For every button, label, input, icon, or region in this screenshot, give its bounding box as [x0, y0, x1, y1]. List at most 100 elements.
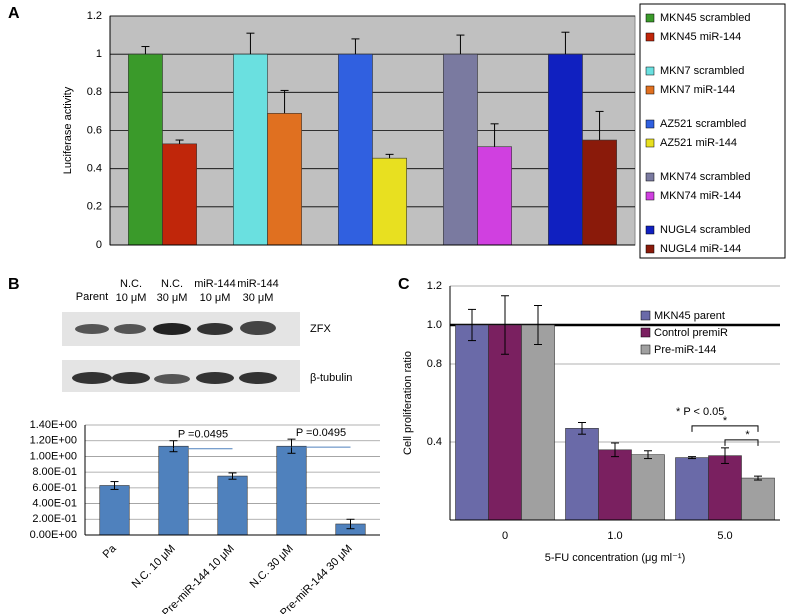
bar	[565, 428, 599, 521]
bar	[338, 53, 373, 246]
panel-label: C	[398, 276, 410, 293]
bar	[582, 139, 617, 246]
legend-label: MKN74 scrambled	[660, 171, 750, 183]
y-tick-label: 2.00E-01	[32, 513, 77, 525]
y-tick-label: 1.00E+00	[30, 450, 77, 462]
legend-swatch	[640, 310, 651, 321]
y-tick-label: 1.40E+00	[30, 419, 77, 431]
x-tick-label: 5.0	[717, 530, 732, 542]
legend-label: MKN7 scrambled	[660, 65, 744, 77]
y-tick-label: 0.2	[87, 201, 102, 213]
legend-label: MKN74 miR-144	[660, 190, 741, 202]
y-tick-label: 0	[96, 239, 102, 251]
legend-swatch	[645, 138, 655, 148]
legend-label: MKN45 miR-144	[660, 31, 741, 43]
y-tick-label: 1.20E+00	[30, 435, 77, 447]
legend-label: Pre-miR-144	[654, 344, 716, 356]
lane-label: N.C.	[120, 278, 142, 290]
x-tick-label: N.C. 10 μM	[130, 543, 178, 591]
y-tick-label: 0.8	[87, 86, 102, 98]
lane-label: 10 μM	[200, 292, 231, 304]
bar	[99, 485, 130, 536]
y-tick-label: 1.0	[427, 319, 442, 331]
bar	[217, 475, 248, 536]
bar	[276, 445, 307, 536]
legend-swatch	[645, 244, 655, 254]
lane-label: 30 μM	[243, 292, 274, 304]
x-axis-title: 5-FU concentration (μg ml⁻¹)	[545, 552, 686, 564]
x-tick-label: Pa	[101, 542, 120, 561]
significance-label: *	[745, 429, 750, 441]
legend-label: MKN45 parent	[654, 310, 725, 322]
bar	[267, 113, 302, 246]
legend-swatch	[645, 172, 655, 182]
panel-label: B	[8, 276, 20, 293]
legend-label: AZ521 scrambled	[660, 118, 746, 130]
bar	[158, 445, 189, 536]
lane-label: Parent	[76, 291, 108, 303]
y-tick-label: 0.00E+00	[30, 529, 77, 541]
bar	[128, 53, 163, 246]
bar	[477, 146, 512, 246]
legend-swatch	[645, 225, 655, 235]
significance-bracket	[724, 439, 759, 446]
y-tick-label: 1	[96, 48, 102, 60]
legend-swatch	[640, 344, 651, 355]
x-tick-label: N.C. 30 μM	[248, 543, 296, 591]
legend-label: Control premiR	[654, 327, 728, 339]
legend-label: MKN45 scrambled	[660, 12, 750, 24]
bar	[741, 477, 775, 521]
bar	[675, 457, 709, 521]
blot-row-label: ZFX	[310, 323, 331, 335]
y-tick-label: 1.2	[427, 280, 442, 292]
legend-label: AZ521 miR-144	[660, 137, 737, 149]
bar	[455, 324, 489, 521]
y-tick-label: 8.00E-01	[32, 466, 77, 478]
bar	[631, 454, 665, 521]
annotation: P =0.0495	[296, 427, 346, 439]
y-tick-label: 0.4	[87, 163, 102, 175]
significance-label: *	[723, 415, 728, 427]
legend-swatch	[645, 85, 655, 95]
y-tick-label: 6.00E-01	[32, 482, 77, 494]
legend-swatch	[645, 66, 655, 76]
legend-label: MKN7 miR-144	[660, 84, 735, 96]
y-tick-label: 0.4	[427, 436, 442, 448]
blot-bands	[72, 321, 277, 384]
bar	[443, 53, 478, 246]
legend-box	[639, 3, 786, 259]
legend-label: NUGL4 miR-144	[660, 243, 741, 255]
y-tick-label: 1.2	[87, 10, 102, 22]
x-tick-label: 1.0	[607, 530, 622, 542]
legend-swatch	[645, 191, 655, 201]
y-axis-title: Luciferase activity	[62, 86, 74, 174]
blot-row-label: β-tubulin	[310, 372, 352, 384]
significance-bracket	[691, 425, 759, 432]
lane-label: miR-144	[194, 278, 236, 290]
bar	[372, 157, 407, 246]
y-tick-label: 4.00E-01	[32, 497, 77, 509]
legend-label: NUGL4 scrambled	[660, 224, 750, 236]
bar	[162, 143, 197, 246]
legend-swatch	[645, 119, 655, 129]
lane-label: 30 μM	[157, 292, 188, 304]
annotation: * P < 0.05	[676, 406, 724, 418]
bar	[233, 53, 268, 246]
bar	[548, 53, 583, 246]
lane-label: miR-144	[237, 278, 279, 290]
bar	[521, 324, 555, 521]
bar	[708, 455, 742, 521]
panel-label: A	[8, 5, 20, 22]
bar	[598, 449, 632, 521]
lane-label: N.C.	[161, 278, 183, 290]
y-axis-title: Cell proliferation ratio	[402, 351, 414, 455]
x-tick-label: 0	[502, 530, 508, 542]
y-tick-label: 0.6	[87, 124, 102, 136]
legend-swatch	[640, 327, 651, 338]
legend-swatch	[645, 13, 655, 23]
annotation: P =0.0495	[178, 429, 228, 441]
y-tick-label: 0.8	[427, 358, 442, 370]
lane-label: 10 μM	[116, 292, 147, 304]
legend-swatch	[645, 32, 655, 42]
